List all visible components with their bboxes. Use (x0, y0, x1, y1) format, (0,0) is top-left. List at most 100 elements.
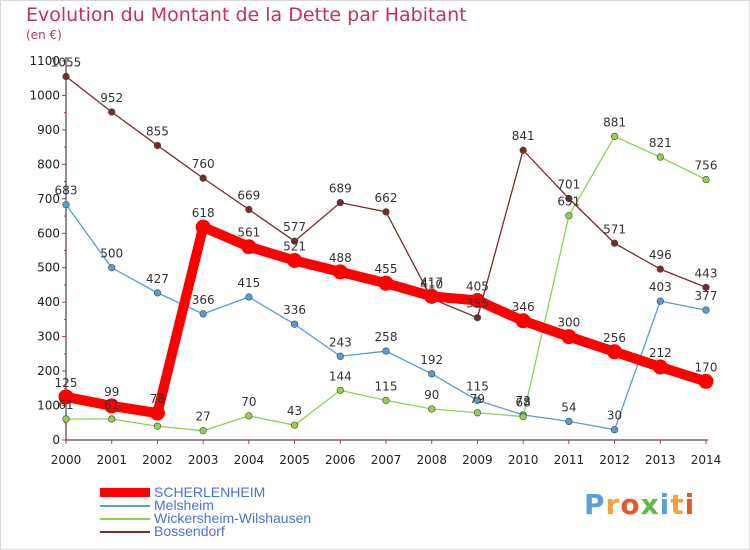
data-label: 760 (192, 157, 215, 171)
data-label: 500 (100, 247, 123, 261)
legend-swatch (100, 504, 150, 507)
data-point (565, 212, 573, 220)
chart-subtitle: (en €) (26, 28, 62, 42)
x-tick-label: 2002 (142, 453, 173, 467)
data-point (332, 264, 348, 280)
data-label: 1055 (51, 56, 82, 70)
data-point (104, 398, 120, 414)
data-label: 78 (150, 392, 165, 406)
data-point (336, 386, 344, 394)
y-tick-label: 300 (37, 330, 60, 344)
x-tick-label: 2001 (96, 453, 127, 467)
data-point (656, 265, 664, 273)
legend-swatch (100, 517, 150, 520)
legend-swatch (100, 530, 150, 533)
data-point (698, 373, 714, 389)
data-point (473, 396, 482, 404)
data-point (336, 199, 344, 207)
legend-swatch (100, 488, 150, 497)
data-label: 561 (237, 226, 260, 240)
logo-letter: t (670, 488, 685, 521)
data-label: 256 (603, 331, 626, 345)
data-label: 243 (329, 335, 352, 349)
data-point (424, 288, 440, 304)
data-label: 115 (466, 379, 489, 393)
data-point (561, 329, 577, 345)
data-label: 377 (695, 289, 718, 303)
data-point (199, 174, 207, 182)
data-point (241, 239, 257, 255)
data-label: 571 (603, 222, 626, 236)
data-label: 443 (695, 266, 718, 280)
data-point (652, 359, 668, 375)
data-label: 455 (375, 262, 398, 276)
data-point (565, 194, 573, 203)
data-point (245, 293, 253, 301)
data-label: 488 (329, 251, 352, 265)
y-tick-label: 400 (37, 295, 60, 309)
data-point (702, 306, 710, 314)
data-label: 952 (100, 91, 123, 105)
data-label: 417 (420, 275, 443, 289)
data-point (610, 239, 619, 247)
data-label: 756 (695, 159, 718, 173)
data-label: 79 (470, 392, 485, 406)
x-tick-label: 2003 (188, 453, 219, 467)
data-label: 61 (58, 398, 73, 412)
y-tick-label: 1100 (29, 54, 60, 68)
data-label: 855 (146, 124, 169, 138)
logo-letter: P (584, 488, 606, 521)
data-point (473, 314, 482, 322)
data-point (290, 237, 299, 245)
data-point (195, 219, 211, 235)
legend-item: SCHERLENHEIM (100, 485, 311, 499)
data-point (108, 415, 116, 423)
legend-item: Wickersheim-Wilshausen (100, 511, 311, 525)
y-tick-label: 0 (52, 433, 60, 447)
data-point (428, 405, 436, 413)
data-label: 144 (329, 369, 352, 383)
data-label: 346 (512, 300, 535, 314)
data-label: 427 (146, 272, 169, 286)
data-point (199, 427, 207, 435)
data-point (108, 108, 116, 116)
data-point (149, 405, 165, 421)
data-label: 496 (649, 248, 672, 262)
data-label: 90 (424, 388, 439, 402)
data-point (519, 146, 527, 154)
data-point (519, 412, 527, 421)
chart-title: Evolution du Montant de la Dette par Hab… (26, 4, 467, 26)
data-point (62, 72, 70, 81)
legend-label: Bossendorf (154, 523, 225, 539)
x-tick-label: 2007 (371, 453, 402, 467)
data-label: 70 (241, 395, 256, 409)
data-point (382, 396, 390, 404)
data-label: 170 (695, 360, 718, 374)
data-label: 54 (561, 400, 576, 414)
data-label: 212 (649, 346, 672, 360)
x-tick-label: 2011 (554, 453, 585, 467)
y-tick-label: 1000 (29, 88, 60, 102)
x-tick-label: 2004 (234, 453, 265, 467)
data-point (287, 252, 303, 268)
data-label: 336 (283, 303, 306, 317)
data-label: 192 (420, 353, 443, 367)
data-label: 355 (466, 297, 489, 311)
x-tick-label: 2009 (462, 453, 493, 467)
data-point (610, 132, 619, 141)
data-point (378, 275, 394, 291)
data-label: 99 (104, 385, 119, 399)
data-label: 841 (512, 129, 535, 143)
data-point (153, 141, 162, 150)
data-label: 366 (192, 293, 215, 307)
x-tick-label: 2010 (508, 453, 539, 467)
data-label: 521 (283, 239, 306, 253)
x-tick-label: 2000 (51, 453, 82, 467)
data-label: 662 (375, 191, 398, 205)
x-tick-label: 2006 (325, 453, 356, 467)
data-point (62, 201, 70, 209)
data-point (62, 415, 70, 423)
data-label: 410 (420, 278, 443, 292)
data-point (58, 389, 74, 405)
data-label: 701 (557, 177, 580, 191)
